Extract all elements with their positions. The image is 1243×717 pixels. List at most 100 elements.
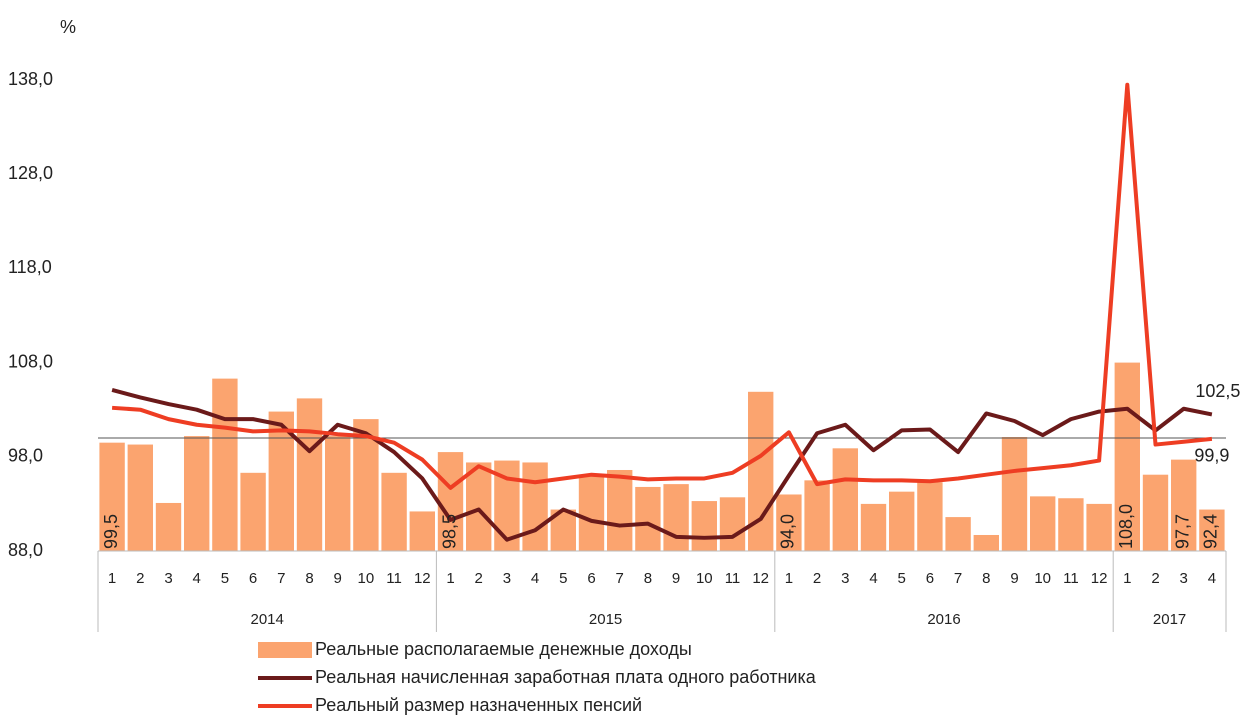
bar <box>1199 509 1225 551</box>
x-tick-label: 7 <box>954 570 962 587</box>
x-tick-label: 5 <box>221 570 229 587</box>
x-tick-label: 2 <box>813 570 821 587</box>
bar <box>99 442 125 551</box>
bar <box>1171 459 1197 551</box>
data-label: 92,4 <box>1201 514 1221 549</box>
x-tick-label: 4 <box>1208 570 1216 587</box>
bar <box>466 462 492 551</box>
x-tick-label: 3 <box>164 570 172 587</box>
data-label: 99,5 <box>101 514 121 549</box>
data-label: 97,7 <box>1172 514 1192 549</box>
bar <box>973 534 999 551</box>
legend-label: Реальная начисленная заработная плата од… <box>315 667 817 687</box>
x-tick-label: 12 <box>1091 570 1108 587</box>
bar <box>804 480 830 551</box>
x-tick-label: 7 <box>616 570 624 587</box>
x-tick-label: 9 <box>334 570 342 587</box>
x-tick-label: 11 <box>725 570 741 587</box>
x-tick-label: 2 <box>475 570 483 587</box>
bar <box>578 475 605 551</box>
bar <box>860 503 887 551</box>
x-tick-label: 4 <box>193 570 201 587</box>
x-tick-label: 1 <box>108 570 116 587</box>
x-group-label: 2016 <box>927 611 960 628</box>
bar <box>1086 503 1112 551</box>
bar <box>381 472 407 551</box>
bar <box>635 486 661 551</box>
x-tick-label: 10 <box>1034 570 1051 587</box>
bar <box>325 436 351 551</box>
x-tick-label: 6 <box>249 570 257 587</box>
bar <box>155 502 182 551</box>
bar <box>184 436 210 551</box>
x-tick-label: 2 <box>1151 570 1159 587</box>
bar <box>776 494 802 551</box>
bar <box>663 484 689 551</box>
x-tick-label: 3 <box>841 570 849 587</box>
bar <box>240 472 266 551</box>
x-group-label: 2017 <box>1153 611 1186 628</box>
line-series <box>111 387 1213 542</box>
legend-label: Реальные располагаемые денежные доходы <box>315 639 692 659</box>
x-tick-label: 9 <box>672 570 680 587</box>
data-label: 99,9 <box>1194 446 1229 466</box>
data-label: 94,0 <box>778 514 798 549</box>
x-tick-label: 11 <box>1063 570 1079 587</box>
bar <box>437 452 464 551</box>
bar <box>1001 437 1028 551</box>
x-tick-label: 8 <box>644 570 652 587</box>
bar <box>607 469 633 551</box>
bar <box>719 497 746 551</box>
bar <box>945 517 971 551</box>
x-tick-label: 10 <box>358 570 375 587</box>
bar <box>212 378 238 551</box>
x-tick-label: 7 <box>277 570 285 587</box>
x-tick-label: 8 <box>982 570 990 587</box>
x-group-label: 2014 <box>251 611 284 628</box>
bar <box>1142 474 1169 551</box>
bar <box>1030 496 1056 551</box>
x-tick-label: 8 <box>305 570 313 587</box>
x-group-label: 2015 <box>589 611 622 628</box>
bar <box>1058 498 1084 551</box>
y-tick-label: 88,0 <box>8 540 43 560</box>
bar <box>522 462 548 551</box>
data-label: 102,5 <box>1195 381 1240 401</box>
x-tick-label: 4 <box>531 570 539 587</box>
x-tick-label: 11 <box>386 570 402 587</box>
x-tick-label: 1 <box>446 570 454 587</box>
bar <box>832 448 858 551</box>
bar <box>127 444 153 551</box>
legend-swatch <box>258 642 312 658</box>
y-tick-label: 128,0 <box>8 163 53 183</box>
x-tick-label: 12 <box>752 570 769 587</box>
bar <box>409 511 435 551</box>
line-series <box>111 82 1213 490</box>
y-axis-label: % <box>60 17 76 37</box>
x-tick-label: 3 <box>503 570 511 587</box>
x-tick-label: 2 <box>136 570 144 587</box>
x-tick-label: 10 <box>696 570 713 587</box>
x-tick-label: 5 <box>898 570 906 587</box>
legend-label: Реальный размер назначенных пенсий <box>315 695 642 715</box>
x-tick-label: 4 <box>869 570 877 587</box>
bar <box>296 398 323 551</box>
bar <box>691 501 717 551</box>
y-tick-label: 98,0 <box>8 446 43 466</box>
data-label: 98,5 <box>439 514 459 549</box>
data-label: 108,0 <box>1116 504 1136 549</box>
bar <box>748 391 774 551</box>
x-tick-label: 3 <box>1180 570 1188 587</box>
y-tick-label: 108,0 <box>8 351 53 371</box>
x-tick-label: 9 <box>1010 570 1018 587</box>
x-tick-label: 12 <box>414 570 431 587</box>
x-tick-label: 1 <box>1123 570 1131 587</box>
y-tick-label: 118,0 <box>8 257 52 277</box>
x-tick-label: 1 <box>785 570 793 587</box>
x-tick-label: 5 <box>559 570 567 587</box>
x-tick-label: 6 <box>926 570 934 587</box>
bar <box>889 491 915 551</box>
bar <box>1114 362 1140 551</box>
